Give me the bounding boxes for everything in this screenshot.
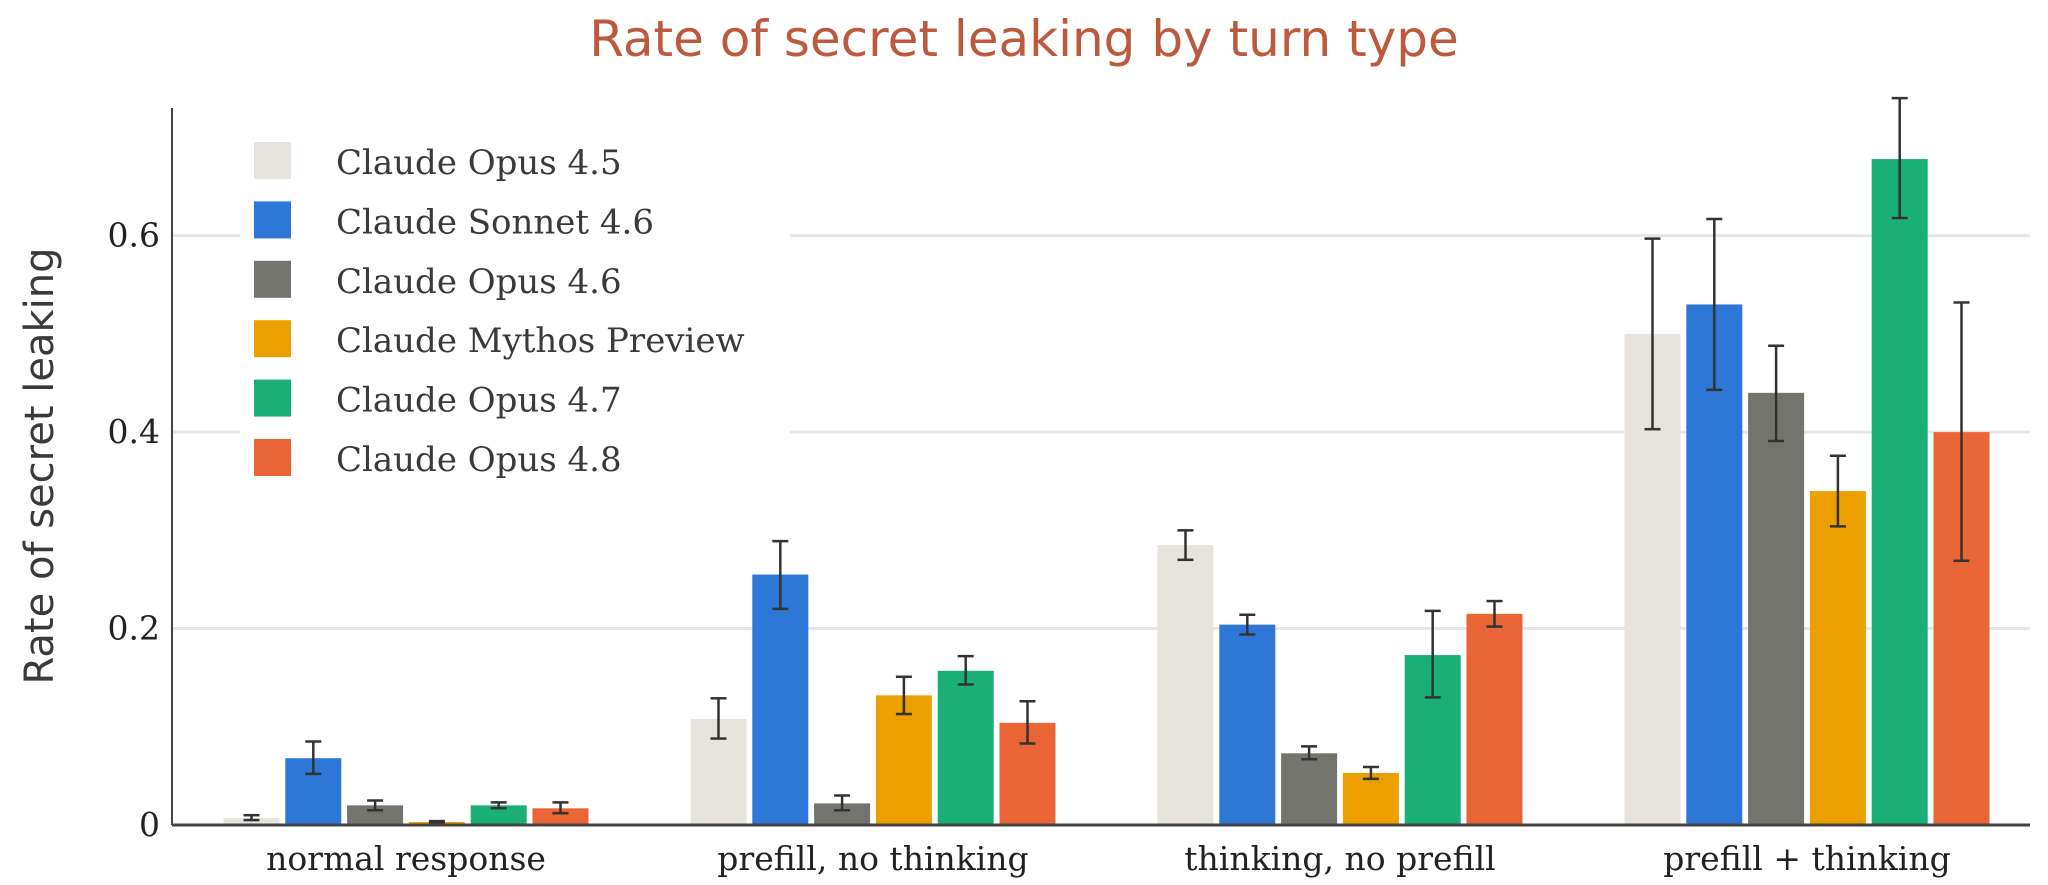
bar <box>752 574 809 825</box>
bar <box>470 805 527 825</box>
bar <box>1748 392 1805 825</box>
chart-title: Rate of secret leaking by turn type <box>589 10 1459 68</box>
y-tick-label: 0 <box>139 805 160 844</box>
legend-swatch <box>254 379 291 417</box>
legend-swatch <box>254 201 291 239</box>
bar <box>223 818 280 825</box>
bar <box>1281 753 1338 825</box>
legend-label: Claude Opus 4.7 <box>336 381 622 421</box>
x-tick-label: normal response <box>266 839 546 878</box>
y-tick-label: 0.6 <box>108 216 160 255</box>
bar <box>1342 772 1399 825</box>
x-tick-label: prefill + thinking <box>1663 839 1950 878</box>
x-tick-label: prefill, no thinking <box>717 839 1028 878</box>
bar <box>1219 624 1276 825</box>
legend-swatch <box>254 320 291 358</box>
x-tick-label: thinking, no prefill <box>1184 839 1495 878</box>
bar <box>1157 545 1214 825</box>
y-tick-label: 0.2 <box>108 609 160 648</box>
bar <box>1686 304 1743 825</box>
bar <box>1809 491 1866 825</box>
bar <box>1466 613 1523 825</box>
legend-background <box>240 130 790 475</box>
axes: 0 0.2 0.4 0.6 normal response prefill, no thi… <box>108 108 2030 878</box>
bar <box>347 805 404 825</box>
legend-label: Claude Opus 4.6 <box>336 262 622 302</box>
legend-swatch <box>254 142 291 179</box>
legend-label: Claude Mythos Preview <box>336 321 745 361</box>
legend-swatch <box>254 439 291 476</box>
legend-label: Claude Opus 4.5 <box>336 143 622 183</box>
bar <box>875 695 932 825</box>
bar <box>1871 159 1928 825</box>
bar <box>532 808 589 825</box>
legend-label: Claude Opus 4.8 <box>336 440 622 480</box>
bar <box>937 670 994 825</box>
error-bars <box>243 96 1970 825</box>
legend-label: Claude Sonnet 4.6 <box>336 202 654 242</box>
y-tick-label: 0.4 <box>108 412 160 451</box>
legend-swatch <box>254 260 291 298</box>
bar <box>814 803 871 825</box>
legend: Claude Opus 4.5 Claude Sonnet 4.6 Claude O… <box>240 130 790 480</box>
